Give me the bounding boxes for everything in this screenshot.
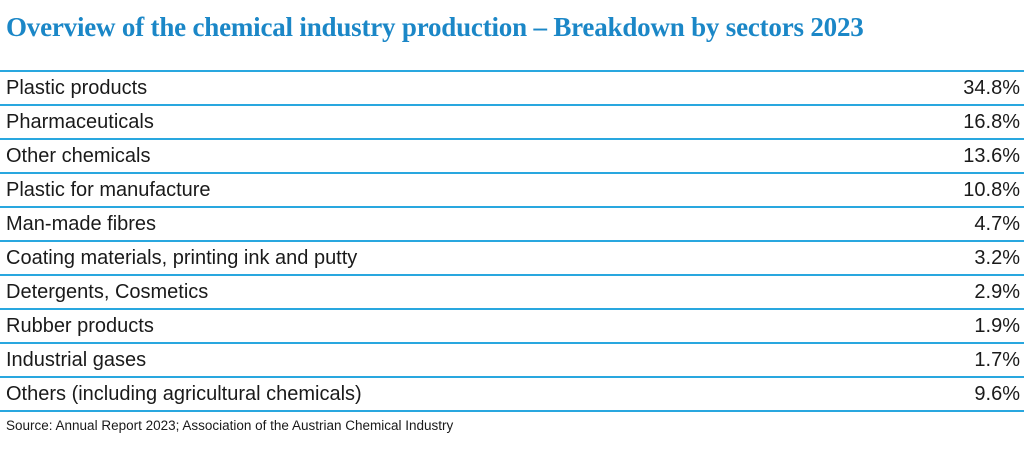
sector-label: Pharmaceuticals <box>6 110 154 133</box>
sector-value: 1.7% <box>974 348 1020 371</box>
sector-label: Rubber products <box>6 314 154 337</box>
table-row: Others (including agricultural chemicals… <box>0 378 1024 412</box>
sector-label: Industrial gases <box>6 348 147 371</box>
sectors-table: Plastic products 34.8% Pharmaceuticals 16.8… <box>0 70 1024 412</box>
sector-value: 16.8% <box>963 110 1020 133</box>
sector-label: Others (including agricultural chemicals… <box>6 382 362 405</box>
sector-label: Coating materials, printing ink and putt… <box>6 246 358 269</box>
sector-value: 4.7% <box>974 212 1020 235</box>
sector-value: 13.6% <box>963 144 1020 167</box>
table-row: Pharmaceuticals 16.8% <box>0 106 1024 140</box>
sector-label: Man-made fibres <box>6 212 157 235</box>
sector-value: 1.9% <box>974 314 1020 337</box>
table-row: Industrial gases 1.7% <box>0 344 1024 378</box>
sector-label: Plastic for manufacture <box>6 178 211 201</box>
table-row: Plastic products 34.8% <box>0 72 1024 106</box>
sector-value: 10.8% <box>963 178 1020 201</box>
table-row: Other chemicals 13.6% <box>0 140 1024 174</box>
sector-label: Detergents, Cosmetics <box>6 280 209 303</box>
sector-label: Other chemicals <box>6 144 151 167</box>
table-row: Detergents, Cosmetics 2.9% <box>0 276 1024 310</box>
sector-value: 3.2% <box>974 246 1020 269</box>
table-row: Plastic for manufacture 10.8% <box>0 174 1024 208</box>
table-row: Coating materials, printing ink and putt… <box>0 242 1024 276</box>
sector-value: 2.9% <box>974 280 1020 303</box>
table-row: Man-made fibres 4.7% <box>0 208 1024 242</box>
sector-label: Plastic products <box>6 76 148 99</box>
page-title: Overview of the chemical industry produc… <box>6 12 864 42</box>
sector-value: 9.6% <box>974 382 1020 405</box>
source-note: Source: Annual Report 2023; Association … <box>6 418 454 433</box>
table-row: Rubber products 1.9% <box>0 310 1024 344</box>
sector-value: 34.8% <box>963 76 1020 99</box>
